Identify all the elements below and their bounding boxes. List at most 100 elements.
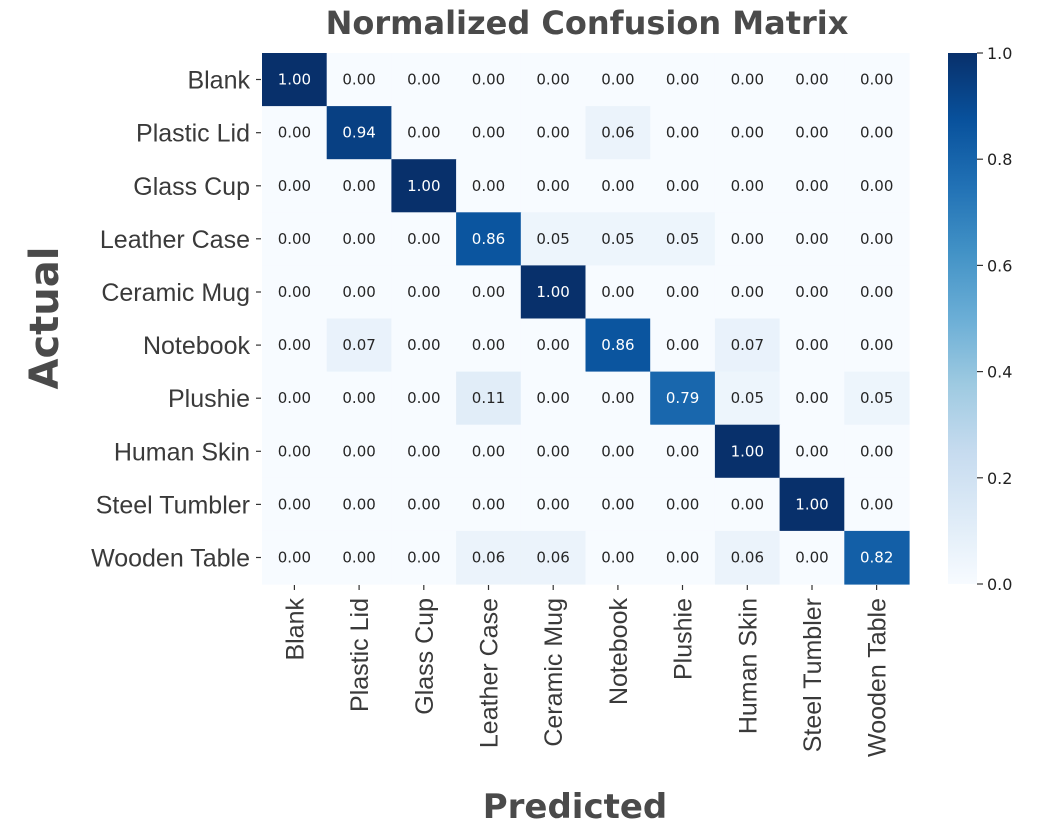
cell-value-label: 0.79 bbox=[666, 389, 699, 407]
cell-value-label: 0.00 bbox=[342, 71, 375, 89]
heatmap-cell bbox=[585, 371, 651, 426]
cell-value-label: 0.00 bbox=[278, 549, 311, 567]
cell-value-label: 0.00 bbox=[601, 389, 634, 407]
cell-value-label: 0.05 bbox=[666, 230, 699, 248]
cell-value-label: 0.00 bbox=[472, 336, 505, 354]
x-tick-label: Glass Cup bbox=[411, 598, 439, 715]
heatmap-cell bbox=[456, 106, 522, 160]
cell-value-label: 0.00 bbox=[860, 283, 893, 301]
cell-value-label: 0.00 bbox=[536, 442, 569, 460]
heatmap-cell bbox=[520, 265, 587, 320]
cell-value-label: 0.00 bbox=[795, 389, 828, 407]
heatmap-cell bbox=[844, 265, 910, 320]
heatmap-cell bbox=[844, 530, 910, 585]
heatmap-cell bbox=[520, 212, 587, 266]
cell-value-label: 0.00 bbox=[472, 495, 505, 513]
cell-value-label: 0.00 bbox=[407, 336, 440, 354]
cell-value-label: 0.00 bbox=[278, 389, 311, 407]
heatmap-cell bbox=[456, 159, 522, 213]
x-tick-label: Steel Tumbler bbox=[799, 598, 827, 752]
heatmap-cell bbox=[779, 159, 845, 213]
heatmap-cell bbox=[262, 212, 328, 266]
cell-value-label: 0.00 bbox=[278, 336, 311, 354]
cell-value-label: 0.06 bbox=[731, 549, 764, 567]
cell-value-label: 0.05 bbox=[601, 230, 634, 248]
heatmap-cell bbox=[650, 212, 716, 266]
heatmap-cell bbox=[520, 477, 587, 532]
cell-value-label: 0.00 bbox=[407, 549, 440, 567]
heatmap-cell bbox=[779, 265, 845, 320]
cell-value-label: 0.00 bbox=[860, 442, 893, 460]
cell-value-label: 0.00 bbox=[666, 495, 699, 513]
heatmap-cell bbox=[650, 53, 716, 107]
cell-value-label: 0.00 bbox=[666, 124, 699, 142]
heatmap-cell bbox=[391, 477, 457, 532]
heatmap-cell bbox=[326, 371, 392, 426]
cell-value-label: 0.06 bbox=[472, 549, 505, 567]
cell-value-label: 0.00 bbox=[601, 283, 634, 301]
cell-value-label: 0.00 bbox=[407, 71, 440, 89]
heatmap-cell bbox=[456, 53, 522, 107]
cell-value-label: 0.94 bbox=[342, 124, 375, 142]
cell-value-label: 0.00 bbox=[601, 495, 634, 513]
heatmap-cell bbox=[520, 371, 587, 426]
cell-value-label: 0.00 bbox=[278, 177, 311, 195]
cell-value-label: 1.00 bbox=[536, 283, 569, 301]
cell-value-label: 0.00 bbox=[731, 230, 764, 248]
heatmap-cell bbox=[650, 424, 716, 479]
chart-title: Normalized Confusion Matrix bbox=[326, 4, 849, 42]
x-tick-label: Plushie bbox=[670, 598, 698, 680]
x-axis-label: Predicted bbox=[483, 787, 668, 827]
cell-value-label: 0.00 bbox=[666, 549, 699, 567]
cell-value-label: 0.00 bbox=[731, 283, 764, 301]
heatmap-cell bbox=[520, 424, 587, 479]
heatmap-cell bbox=[650, 318, 716, 373]
y-tick-label: Wooden Table bbox=[91, 545, 250, 573]
heatmap-cell bbox=[585, 159, 651, 213]
cell-value-label: 0.00 bbox=[536, 336, 569, 354]
heatmap-cell bbox=[262, 530, 328, 585]
y-tick-label: Steel Tumbler bbox=[96, 491, 250, 519]
heatmap-cell bbox=[262, 318, 328, 373]
cell-value-label: 0.00 bbox=[731, 495, 764, 513]
heatmap-cell bbox=[585, 318, 651, 373]
heatmap-cell bbox=[326, 530, 392, 585]
cell-value-label: 0.00 bbox=[860, 336, 893, 354]
cell-value-label: 0.00 bbox=[536, 71, 569, 89]
y-tick-label: Notebook bbox=[143, 332, 251, 360]
cell-value-label: 0.00 bbox=[407, 283, 440, 301]
cell-value-label: 0.00 bbox=[666, 442, 699, 460]
heatmap-cell bbox=[520, 159, 587, 213]
cell-value-label: 0.00 bbox=[472, 442, 505, 460]
heatmap-cell bbox=[844, 318, 910, 373]
cell-value-label: 0.00 bbox=[795, 71, 828, 89]
heatmap-cell bbox=[650, 477, 716, 532]
cell-value-label: 0.00 bbox=[536, 495, 569, 513]
cell-value-label: 0.00 bbox=[278, 283, 311, 301]
cell-value-label: 0.00 bbox=[860, 177, 893, 195]
heatmap-cell bbox=[714, 371, 781, 426]
heatmap-cell bbox=[844, 371, 910, 426]
x-tick-label: Notebook bbox=[605, 598, 633, 706]
heatmap-cell bbox=[456, 371, 522, 426]
cell-value-label: 0.00 bbox=[860, 230, 893, 248]
x-tick-label: Plastic Lid bbox=[346, 598, 374, 712]
cell-value-label: 0.00 bbox=[795, 336, 828, 354]
heatmap-cell bbox=[456, 477, 522, 532]
heatmap-cell bbox=[262, 371, 328, 426]
cell-value-label: 0.00 bbox=[666, 283, 699, 301]
y-tick-label: Plastic Lid bbox=[136, 120, 250, 148]
cell-value-label: 1.00 bbox=[407, 177, 440, 195]
heatmap-cell bbox=[326, 159, 392, 213]
cell-value-label: 0.05 bbox=[731, 389, 764, 407]
cell-value-label: 0.07 bbox=[342, 336, 375, 354]
cell-value-label: 0.00 bbox=[795, 177, 828, 195]
y-tick-label: Glass Cup bbox=[133, 173, 250, 201]
heatmap-cell bbox=[391, 530, 457, 585]
heatmap-cell bbox=[456, 212, 522, 266]
heatmap-cell bbox=[456, 530, 522, 585]
x-tick-label: Wooden Table bbox=[864, 598, 892, 757]
cell-value-label: 0.00 bbox=[601, 549, 634, 567]
heatmap-cell bbox=[779, 318, 845, 373]
cell-value-label: 0.00 bbox=[795, 283, 828, 301]
